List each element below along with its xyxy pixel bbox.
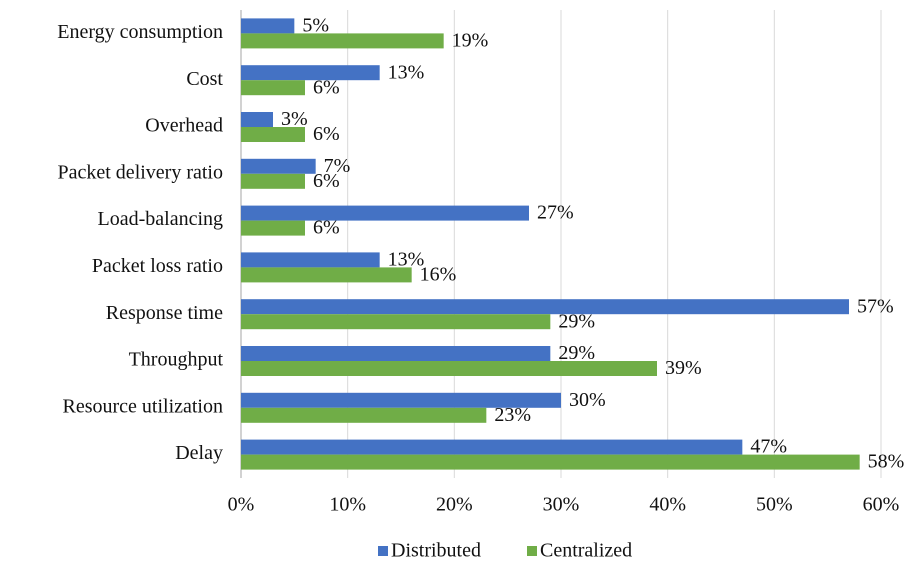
value-label: 6% xyxy=(313,123,340,145)
y-tick-label: Cost xyxy=(186,68,223,90)
legend-swatch xyxy=(378,546,388,556)
bar xyxy=(241,361,657,376)
y-tick-label: Packet loss ratio xyxy=(92,255,223,277)
bar xyxy=(241,18,295,34)
bar xyxy=(241,33,444,49)
bar xyxy=(241,252,380,268)
bar xyxy=(241,205,529,221)
value-label: 30% xyxy=(569,389,606,411)
value-label: 23% xyxy=(494,404,531,426)
y-tick-label: Load-balancing xyxy=(98,208,224,230)
value-label: 29% xyxy=(558,310,595,332)
bar xyxy=(241,173,305,189)
bar xyxy=(241,314,551,330)
x-tick-label: 50% xyxy=(756,494,793,516)
value-label: 7% xyxy=(324,155,351,177)
y-tick-label: Packet delivery ratio xyxy=(58,161,224,183)
y-tick-label: Overhead xyxy=(145,115,223,137)
legend-label: Distributed xyxy=(391,540,481,562)
value-label: 16% xyxy=(420,263,457,285)
bar xyxy=(241,80,305,96)
x-tick-label: 60% xyxy=(863,494,900,516)
bar xyxy=(241,392,561,408)
legend-swatch xyxy=(527,546,537,556)
y-tick-label: Response time xyxy=(106,302,223,324)
legend-label: Centralized xyxy=(540,540,632,562)
bar xyxy=(241,158,316,174)
y-tick-label: Energy consumption xyxy=(57,21,223,43)
value-label: 27% xyxy=(537,202,574,224)
value-label: 29% xyxy=(558,342,595,364)
value-label: 13% xyxy=(388,248,425,270)
value-label: 6% xyxy=(313,76,340,98)
y-tick-label: Resource utilization xyxy=(62,395,223,417)
value-label: 6% xyxy=(313,170,340,192)
bar xyxy=(241,346,551,361)
bar xyxy=(241,407,487,423)
bar xyxy=(241,220,305,236)
bar xyxy=(241,127,305,142)
bar xyxy=(241,299,849,315)
value-label: 19% xyxy=(452,29,489,51)
value-label: 6% xyxy=(313,217,340,239)
y-tick-label: Throughput xyxy=(129,349,224,371)
x-tick-label: 10% xyxy=(329,494,366,516)
bar xyxy=(241,112,273,127)
x-tick-label: 30% xyxy=(543,494,580,516)
y-tick-label: Delay xyxy=(175,442,223,464)
bar xyxy=(241,439,743,455)
value-label: 57% xyxy=(857,295,894,317)
x-tick-label: 40% xyxy=(649,494,686,516)
bar xyxy=(241,65,380,81)
value-label: 58% xyxy=(868,451,905,473)
bar xyxy=(241,267,412,283)
value-label: 39% xyxy=(665,357,702,379)
value-label: 5% xyxy=(302,14,329,36)
x-tick-label: 0% xyxy=(228,494,255,516)
value-label: 3% xyxy=(281,108,308,130)
bar xyxy=(241,454,860,470)
value-label: 13% xyxy=(388,61,425,83)
x-tick-label: 20% xyxy=(436,494,473,516)
value-label: 47% xyxy=(750,436,787,458)
